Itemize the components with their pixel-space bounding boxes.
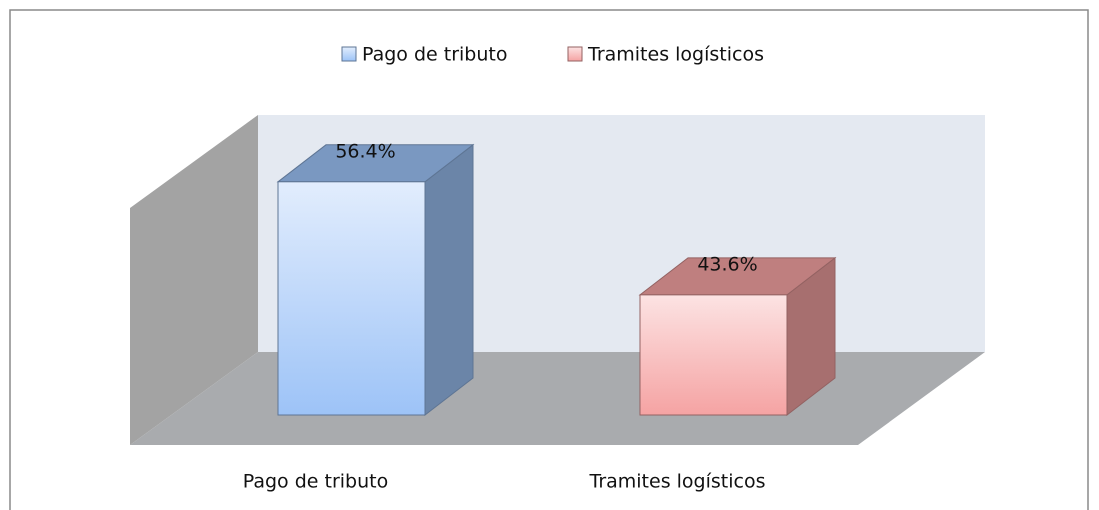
floor [130,352,985,445]
bar [639,294,788,416]
legend-label: Tramites logísticos [587,44,764,66]
x-tick-label: Tramites logísticos [589,471,766,493]
frame [9,9,1089,510]
value-label: 43.6% [697,253,757,275]
x-tick-label: Pago de tributo [243,471,388,493]
legend-swatch [341,46,357,62]
legend-swatch [567,46,583,62]
bar-side [424,143,474,417]
bar [277,181,426,416]
value-label: 56.4% [335,140,395,162]
side-wall [130,115,258,445]
legend-label: Pago de tributo [362,44,507,66]
